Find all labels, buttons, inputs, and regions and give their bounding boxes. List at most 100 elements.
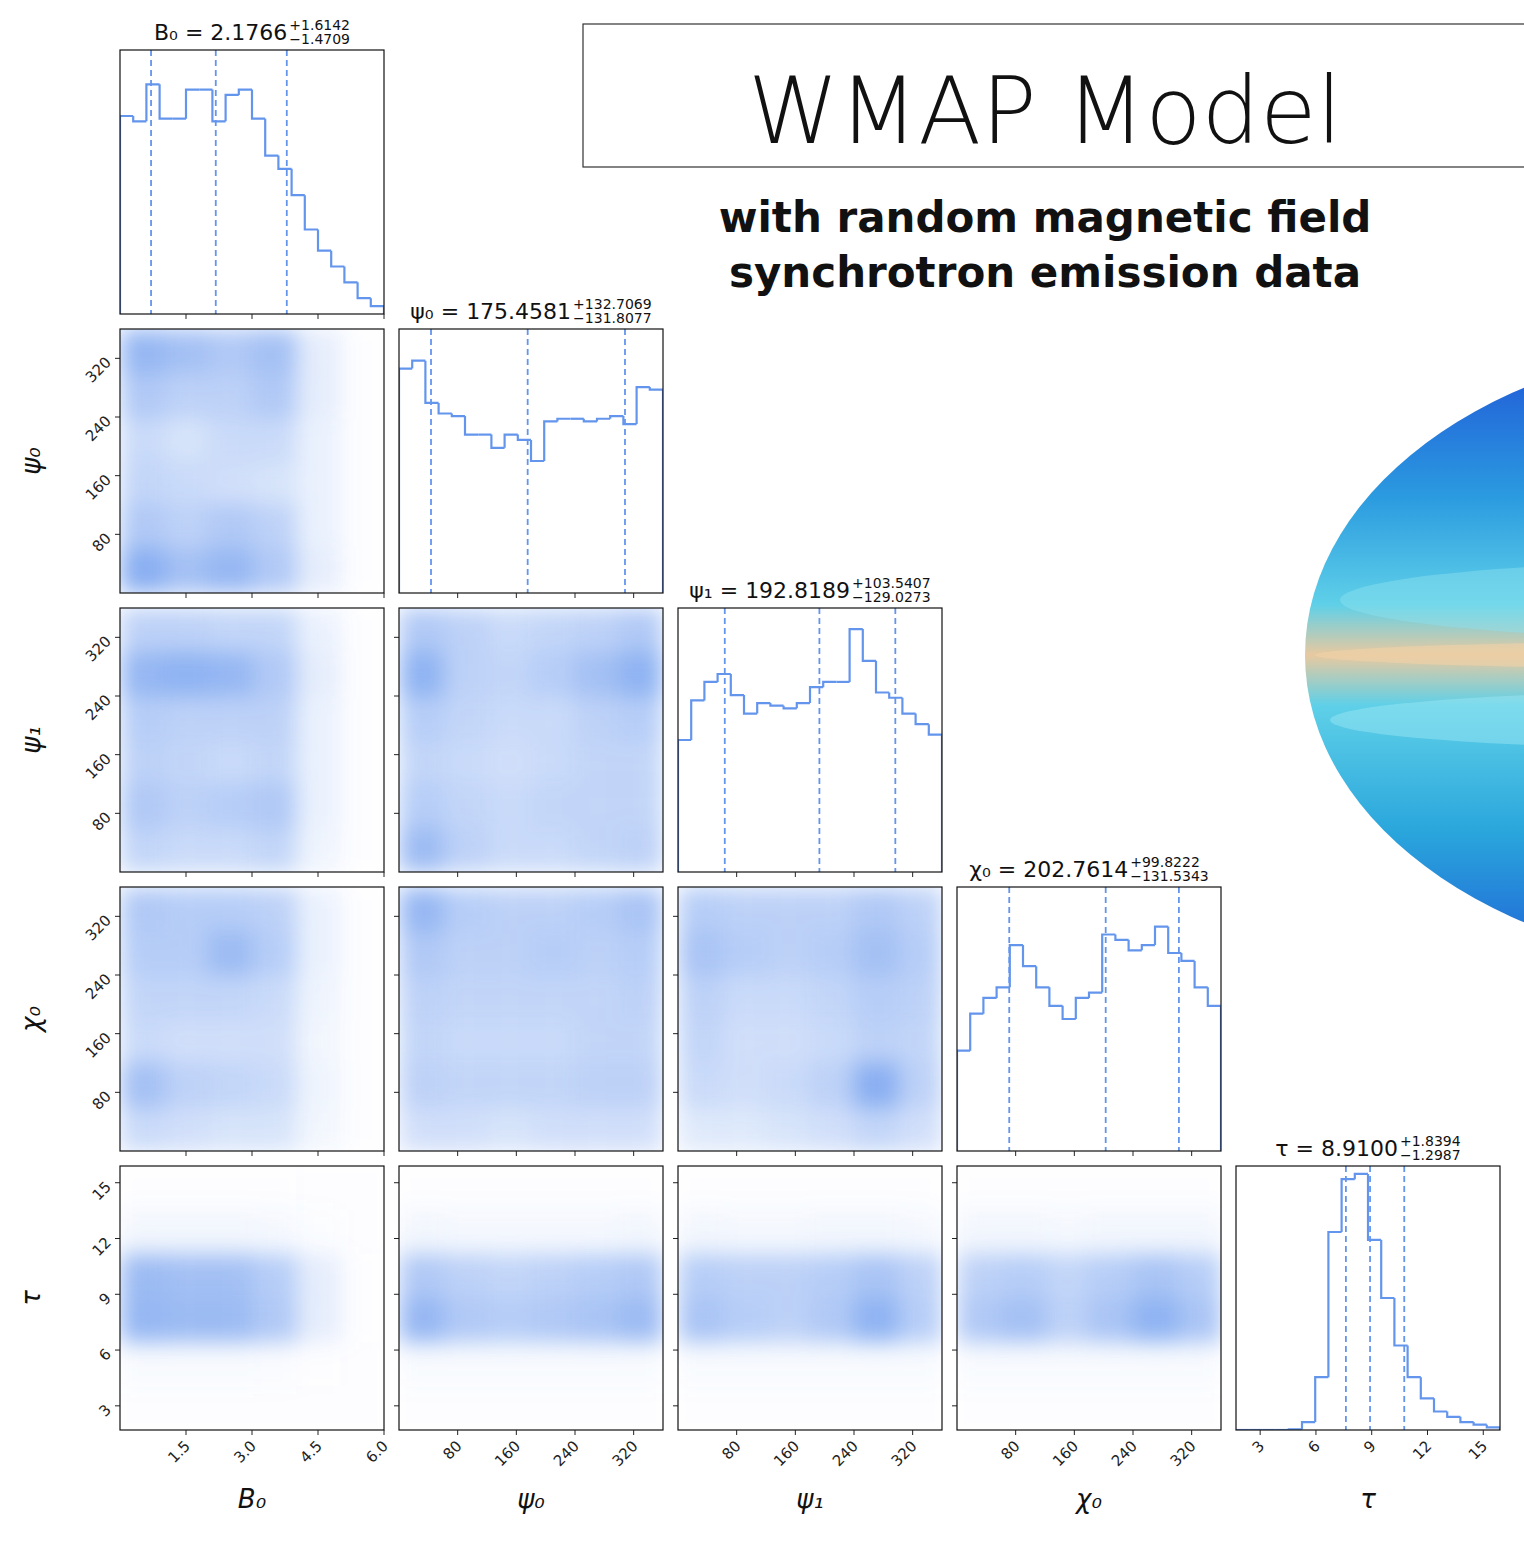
x-tick: [1015, 1430, 1016, 1435]
y-tick: [673, 975, 678, 976]
y-tick-label: 80: [89, 1087, 115, 1113]
density-cell: [619, 1254, 663, 1299]
density-cell: [722, 1019, 767, 1064]
density-panel: [115, 887, 385, 1156]
x-tick: [736, 872, 737, 877]
x-tick: [384, 314, 385, 319]
histogram-bin: [1487, 1425, 1500, 1430]
y-tick: [952, 1182, 957, 1183]
histogram-bin: [610, 416, 623, 419]
density-cell: [252, 1063, 297, 1108]
histogram-bin: [1394, 1298, 1407, 1346]
density-cell: [619, 1298, 663, 1343]
density-cell: [1045, 1386, 1090, 1430]
density-cell: [120, 1254, 165, 1299]
y-tick: [673, 1092, 678, 1093]
quantile-line: [819, 608, 821, 872]
x-tick: [736, 1430, 737, 1435]
subtitle: with random magnetic field: [719, 193, 1372, 242]
histogram-bin: [120, 116, 133, 314]
x-tick-label: 80: [997, 1437, 1023, 1463]
x-tick: [186, 872, 187, 877]
histogram-title: τ =8.9100+1.8394−1.2987: [1275, 1133, 1460, 1163]
histogram-bin: [518, 435, 531, 440]
density-panel: [394, 887, 664, 1156]
x-tick: [1371, 1430, 1372, 1435]
x-tick-label: 1.5: [164, 1437, 194, 1467]
density-cell: [722, 1298, 767, 1343]
histogram-panel: [957, 887, 1221, 1156]
y-tick: [673, 1033, 678, 1034]
density-cell: [898, 1254, 942, 1299]
histogram-bin: [929, 724, 942, 872]
density-cell: [120, 652, 165, 697]
density-cell: [296, 1254, 341, 1299]
histogram-bin: [278, 156, 291, 169]
density-cell: [619, 1107, 663, 1151]
density-cells: [399, 608, 663, 872]
parameter-title: χ₀ =: [969, 857, 1016, 882]
y-tick-label: 12: [89, 1234, 115, 1260]
x-tick: [516, 872, 517, 877]
y-tick: [952, 1294, 957, 1295]
histogram-bin: [1076, 998, 1089, 1019]
density-cell: [854, 1107, 899, 1151]
density-cell: [722, 1254, 767, 1299]
density-cell: [120, 1107, 165, 1151]
density-cell: [854, 887, 899, 932]
histogram-title-text: τ =8.9100: [1275, 1136, 1398, 1161]
density-cell: [854, 1298, 899, 1343]
density-cell: [296, 461, 341, 506]
density-cell: [443, 784, 488, 829]
density-cell: [164, 931, 209, 976]
density-cell: [296, 784, 341, 829]
x-tick: [457, 1151, 458, 1156]
density-cell: [487, 1019, 532, 1064]
histogram-title-text: B₀ =2.1766: [154, 20, 287, 45]
density-cell: [1045, 1342, 1090, 1387]
y-tick: [673, 1182, 678, 1183]
histogram-bin: [1447, 1412, 1460, 1417]
density-cell: [443, 1298, 488, 1343]
x-tick: [795, 1430, 796, 1435]
histogram-bin: [173, 118, 186, 120]
density-cell: [766, 1166, 811, 1211]
density-cells: [399, 887, 663, 1151]
x-tick: [252, 872, 253, 877]
density-cell: [120, 828, 165, 872]
density-cell: [575, 784, 620, 829]
x-tick-label: 3.0: [230, 1437, 260, 1467]
y-tick: [673, 1238, 678, 1239]
histogram-title: χ₀ =202.7614+99.8222−131.5343: [969, 854, 1208, 884]
x-tick: [186, 1430, 187, 1435]
x-tick: [457, 872, 458, 877]
density-cell: [531, 696, 576, 741]
density-cell: [399, 1019, 444, 1064]
density-cell: [208, 1063, 253, 1108]
planet-band: [1330, 690, 1524, 750]
density-cell: [531, 828, 576, 872]
density-cell: [531, 1254, 576, 1299]
density-cell: [619, 975, 663, 1020]
y-tick: [673, 916, 678, 917]
panel-frame: [120, 1166, 384, 1430]
density-cell: [619, 887, 663, 932]
x-tick: [575, 593, 576, 598]
density-cell: [296, 505, 341, 550]
histogram-bin: [1195, 961, 1208, 987]
histogram-bin: [1208, 987, 1221, 1151]
density-cell: [678, 1342, 723, 1387]
y-tick: [394, 1350, 399, 1351]
quantile-line: [215, 50, 217, 314]
density-cell: [164, 887, 209, 932]
lower-error: −131.5343: [1130, 868, 1209, 884]
y-tick: [673, 1350, 678, 1351]
y-tick: [394, 1405, 399, 1406]
density-cell: [722, 1166, 767, 1211]
histogram-bin: [916, 714, 929, 725]
histogram-bin: [425, 361, 438, 403]
density-cell: [120, 1210, 165, 1255]
density-cell: [575, 975, 620, 1020]
density-cell: [854, 975, 899, 1020]
median-label: 192.8189: [745, 578, 850, 603]
